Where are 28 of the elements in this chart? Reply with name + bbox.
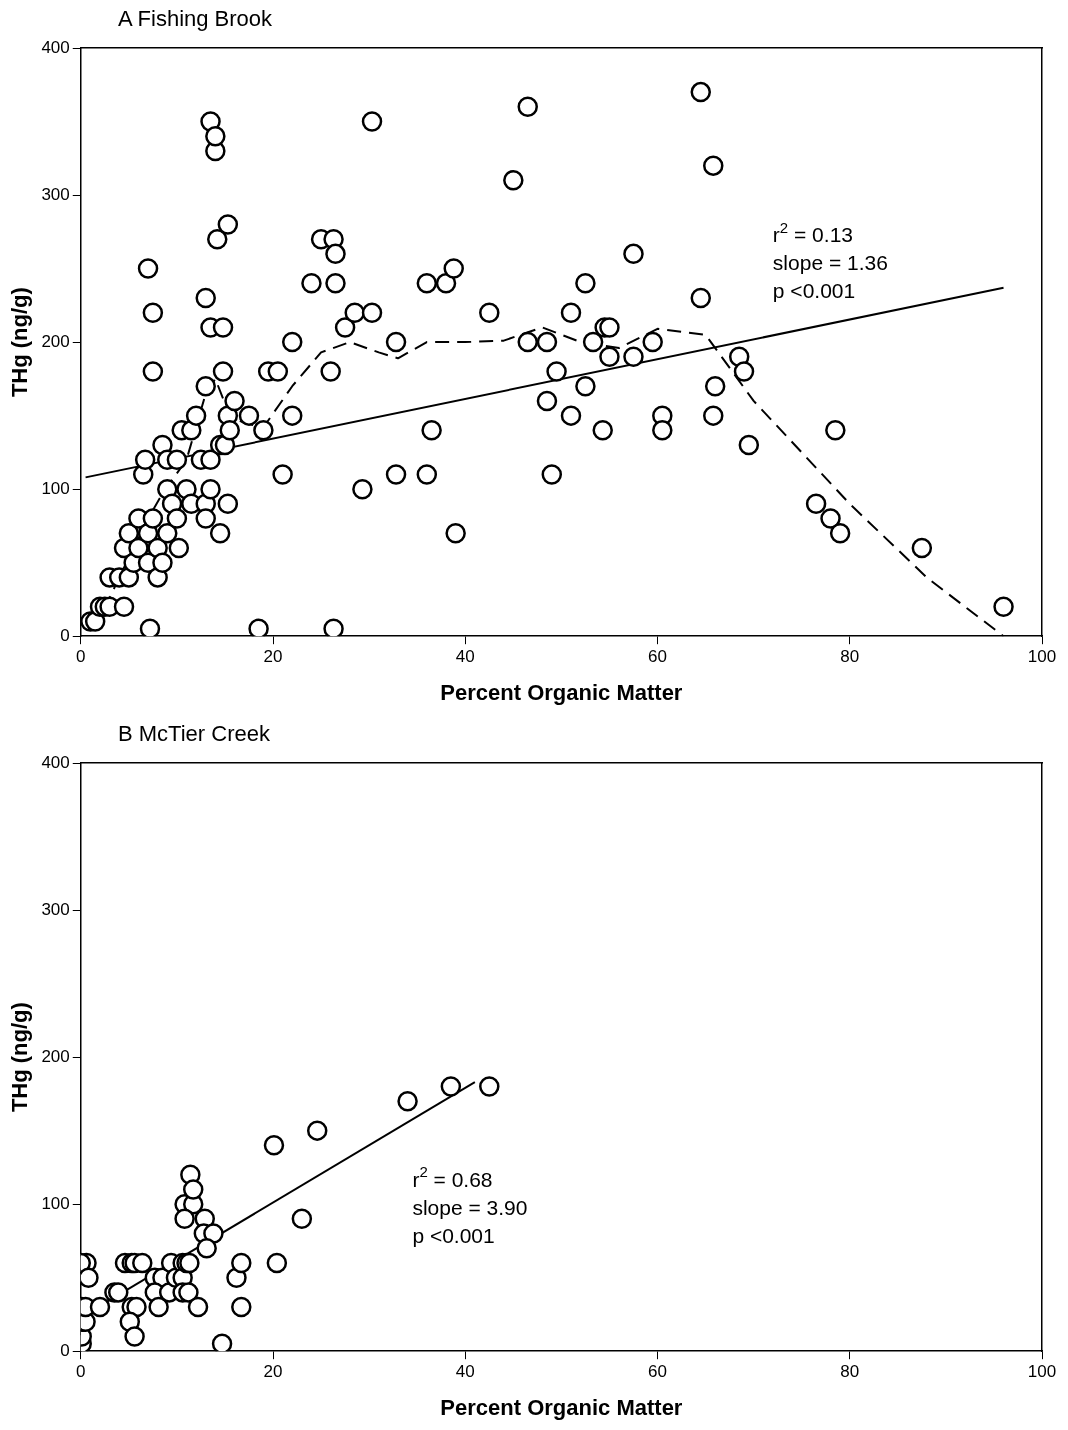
y-axis-title: THg (ng/g) bbox=[7, 1002, 33, 1113]
chart-title: A Fishing Brook bbox=[118, 6, 273, 32]
x-tick-label: 80 bbox=[840, 1362, 860, 1382]
y-tick-label: 100 bbox=[41, 478, 70, 498]
x-tick-label: 100 bbox=[1027, 647, 1057, 667]
x-tick-label: 40 bbox=[455, 647, 475, 667]
y-tick-label: 300 bbox=[41, 899, 70, 919]
x-axis-title: Percent Organic Matter bbox=[440, 1394, 683, 1420]
x-tick-label: 60 bbox=[648, 647, 667, 667]
x-axis-title: Percent Organic Matter bbox=[440, 679, 683, 705]
x-tick-label: 80 bbox=[840, 647, 860, 667]
y-tick-label: 300 bbox=[41, 184, 70, 204]
x-tick-label: 60 bbox=[648, 1362, 667, 1382]
x-tick-label: 100 bbox=[1027, 1362, 1057, 1382]
x-tick-label: 0 bbox=[76, 647, 86, 667]
y-tick-label: 200 bbox=[41, 1046, 70, 1066]
chart-title: B McTier Creek bbox=[118, 721, 270, 747]
y-tick-label: 0 bbox=[60, 625, 70, 645]
y-tick-label: 200 bbox=[41, 331, 70, 351]
y-tick-label: 400 bbox=[41, 752, 70, 772]
y-tick-label: 100 bbox=[41, 1193, 70, 1213]
y-axis-title: THg (ng/g) bbox=[7, 287, 33, 398]
x-tick-label: 0 bbox=[76, 1362, 86, 1382]
y-tick-label: 0 bbox=[60, 1340, 70, 1360]
x-tick-label: 40 bbox=[455, 1362, 475, 1382]
x-tick-label: 20 bbox=[263, 1362, 283, 1382]
x-tick-label: 20 bbox=[263, 647, 283, 667]
y-tick-label: 400 bbox=[41, 37, 70, 57]
